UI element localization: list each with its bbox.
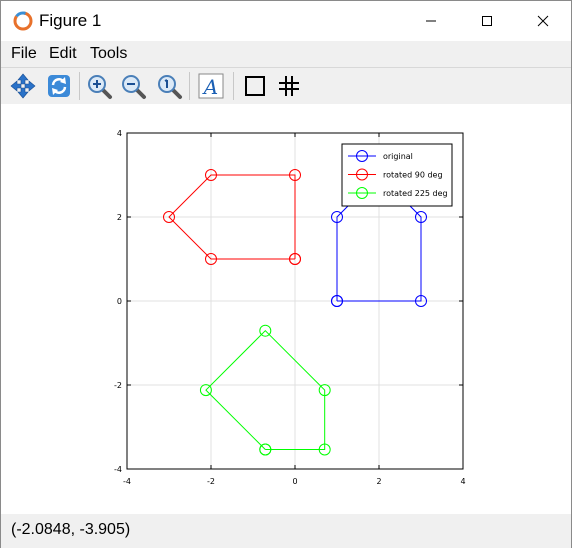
y-tick-label: -2 [114, 381, 122, 390]
zoom-out-icon[interactable] [119, 72, 147, 100]
series-line-2 [205, 329, 326, 451]
legend-swatch-marker [356, 187, 368, 199]
toolbar-separator [189, 72, 190, 100]
rotate-icon[interactable] [45, 72, 73, 100]
close-button[interactable] [515, 1, 571, 41]
y-tick-label: 4 [117, 129, 122, 138]
zoom-in-icon[interactable] [85, 72, 113, 100]
octave-logo-icon [13, 11, 33, 31]
legend-swatch-marker [356, 168, 368, 181]
y-tick-label: 0 [117, 297, 122, 306]
toolbar: A [1, 67, 571, 105]
maximize-icon [482, 16, 492, 26]
x-tick-label: 0 [292, 477, 297, 486]
menu-tools[interactable]: Tools [90, 45, 128, 62]
legend-entry: original [383, 152, 413, 161]
data-point [331, 211, 343, 223]
x-tick-label: -4 [123, 477, 131, 486]
coordinate-readout: (-2.0848, -3.905) [11, 521, 131, 538]
data-point [259, 443, 272, 456]
zoom-reset-icon[interactable] [155, 72, 183, 100]
text-icon[interactable]: A [197, 72, 225, 100]
menu-bar: File Edit Tools [1, 41, 571, 67]
x-tick-label: 2 [376, 477, 381, 486]
data-point [163, 211, 175, 223]
axes-box-icon[interactable] [241, 72, 269, 100]
minimize-button[interactable] [403, 1, 459, 41]
legend-entry: rotated 225 deg [383, 189, 448, 198]
data-point [205, 253, 217, 265]
data-point [415, 295, 427, 307]
menu-file[interactable]: File [11, 45, 37, 62]
menu-edit[interactable]: Edit [49, 45, 77, 62]
status-bar: (-2.0848, -3.905) [1, 514, 571, 548]
data-point [415, 211, 427, 223]
plot-axes[interactable]: -4 -2 0 2 4 -4 -2 0 2 4 original rotated 90 deg rota… [1, 104, 571, 514]
data-point [289, 253, 301, 265]
toolbar-separator [79, 72, 80, 100]
y-tick-label: 2 [117, 213, 122, 222]
close-icon [537, 15, 549, 27]
svg-text:A: A [202, 75, 218, 99]
figure-canvas[interactable]: -4 -2 0 2 4 -4 -2 0 2 4 original rotated 90 deg rota… [1, 104, 571, 514]
data-point [318, 384, 331, 397]
maximize-button[interactable] [459, 1, 515, 41]
data-point [199, 384, 212, 397]
toolbar-separator [233, 72, 234, 100]
y-tick-label: -4 [114, 465, 122, 474]
legend-swatch-marker [356, 150, 368, 162]
legend-entry: rotated 90 deg [383, 171, 443, 180]
x-tick-label: -2 [207, 477, 215, 486]
pan-icon[interactable] [9, 72, 37, 100]
data-point [318, 443, 331, 456]
data-point [289, 169, 301, 181]
series-line-1 [168, 174, 296, 260]
title-bar[interactable]: Figure 1 [1, 1, 571, 41]
data-point [259, 324, 272, 337]
grid-icon[interactable] [275, 72, 303, 100]
window-title: Figure 1 [39, 11, 102, 30]
minimize-icon [426, 20, 436, 22]
data-point [205, 169, 217, 181]
data-point [331, 295, 343, 307]
x-tick-label: 4 [460, 477, 465, 486]
